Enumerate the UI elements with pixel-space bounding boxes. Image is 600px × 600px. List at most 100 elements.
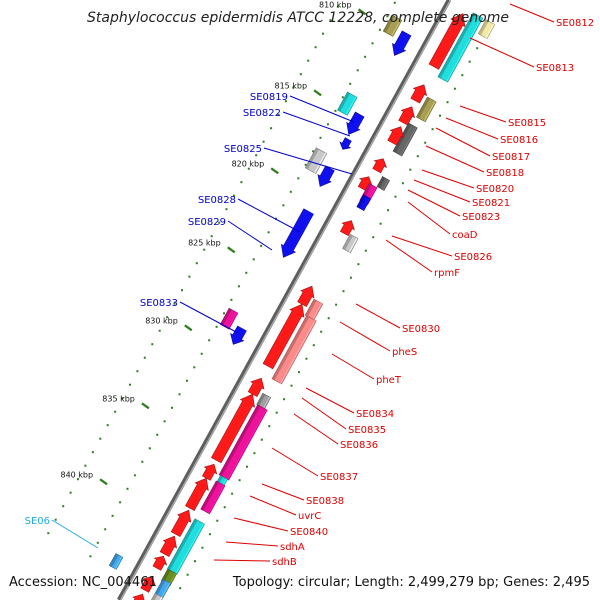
track-dot: [178, 393, 181, 396]
track-dot: [171, 406, 173, 409]
scale-tick: [227, 246, 236, 254]
track-dot: [282, 204, 285, 207]
track-dot: [129, 383, 131, 386]
gene-arrow: [339, 220, 355, 237]
callout-line: [391, 235, 453, 257]
reverse-gene-label: SE0830: [402, 324, 440, 335]
track-dot: [231, 492, 234, 495]
gene-arrow: [339, 137, 352, 150]
track-dot: [284, 100, 287, 103]
track-dot: [225, 208, 228, 211]
gene-block: [108, 553, 124, 570]
track-dot: [289, 190, 292, 193]
track-dot: [54, 518, 57, 521]
callout-line: [339, 321, 391, 352]
reverse-gene-label: SE0820: [476, 184, 514, 195]
callout-line: [435, 127, 491, 157]
reverse-gene-label: SE0816: [500, 135, 538, 146]
track-dot: [262, 140, 265, 143]
track-dot: [393, 1, 396, 4]
track-dot: [341, 96, 344, 99]
track-dot: [62, 505, 65, 508]
reverse-gene-label: SE0821: [472, 198, 510, 209]
reverse-gene-label: SE0813: [536, 63, 574, 74]
track-dot: [195, 262, 198, 265]
track-dot: [194, 560, 196, 563]
track-dot: [372, 236, 375, 239]
track-dot: [47, 532, 50, 535]
scale-label: 825 kbp: [188, 238, 221, 247]
reverse-gene-label: SE0815: [508, 118, 546, 129]
callout-line: [301, 397, 347, 430]
reverse-gene-label: SE0840: [290, 527, 328, 538]
track-dot: [114, 410, 117, 413]
callout-line: [425, 145, 485, 173]
scale-tick: [184, 324, 193, 332]
topology-summary: Topology: circular; Length: 2,499,279 bp…: [232, 575, 590, 590]
track-dot: [416, 155, 419, 158]
gene-arrow: [317, 165, 335, 187]
gene-block: [376, 176, 390, 191]
reverse-gene-label: pheS: [392, 347, 417, 358]
track-dot: [283, 398, 286, 401]
track-dot: [371, 42, 374, 45]
track-dot: [201, 546, 204, 549]
gene-arrow: [297, 285, 315, 308]
gene-block: [271, 315, 317, 385]
track-dot: [379, 222, 382, 225]
callout-line: [509, 3, 555, 23]
callout-line: [249, 495, 297, 516]
scale-tick: [313, 89, 322, 97]
gene-arrow: [170, 509, 192, 538]
track-dot: [260, 438, 263, 441]
callout-line: [355, 303, 401, 329]
track-dot: [185, 379, 188, 382]
track-dot: [267, 231, 270, 234]
track-dot: [89, 555, 92, 558]
track-dot: [232, 194, 235, 197]
track-dot: [119, 501, 122, 504]
track-dot: [268, 425, 271, 428]
track-dot: [69, 491, 72, 494]
track-dot: [329, 19, 332, 22]
track-dot: [364, 55, 367, 58]
gene-arrow: [140, 575, 156, 593]
track-dot: [208, 533, 211, 536]
track-dot: [141, 460, 144, 463]
scale-label: 830 kbp: [145, 316, 178, 325]
track-dot: [270, 127, 273, 130]
callout-line: [263, 147, 353, 175]
track-dot: [424, 141, 427, 144]
callout-line: [213, 559, 271, 562]
callout-line: [282, 111, 351, 137]
dotted-tracks: [47, 1, 486, 590]
reverse-gene-label: SE0812: [556, 18, 594, 29]
track-dot: [342, 290, 345, 293]
track-dot: [238, 479, 241, 482]
callout-line: [385, 239, 433, 273]
scale-label: 835 kbp: [102, 394, 135, 403]
gene-block: [437, 12, 484, 83]
gene-callouts: SE0819 SE0822 SE0825 SE0828 SE0829 SE0833 SE06…: [25, 3, 594, 568]
callout-line: [459, 105, 507, 123]
track-dot: [275, 411, 278, 414]
callout-line: [271, 447, 319, 477]
gene-arrow: [428, 13, 466, 70]
forward-gene-label: SE0828: [198, 195, 236, 206]
callout-line: [233, 517, 289, 532]
callout-line: [421, 169, 475, 189]
forward-gene-label: SE0825: [224, 144, 262, 155]
track-dot: [307, 59, 310, 62]
callout-line: [225, 541, 279, 547]
gene-block: [392, 122, 418, 157]
track-dot: [148, 447, 151, 450]
callout-line: [469, 37, 535, 68]
forward-gene-label: SE0822: [243, 108, 281, 119]
track-dot: [357, 263, 360, 266]
scale-label: 815 kbp: [274, 81, 307, 90]
track-dot: [349, 276, 352, 279]
track-dot: [215, 325, 218, 328]
track-dot: [312, 150, 315, 153]
track-dot: [126, 487, 129, 490]
